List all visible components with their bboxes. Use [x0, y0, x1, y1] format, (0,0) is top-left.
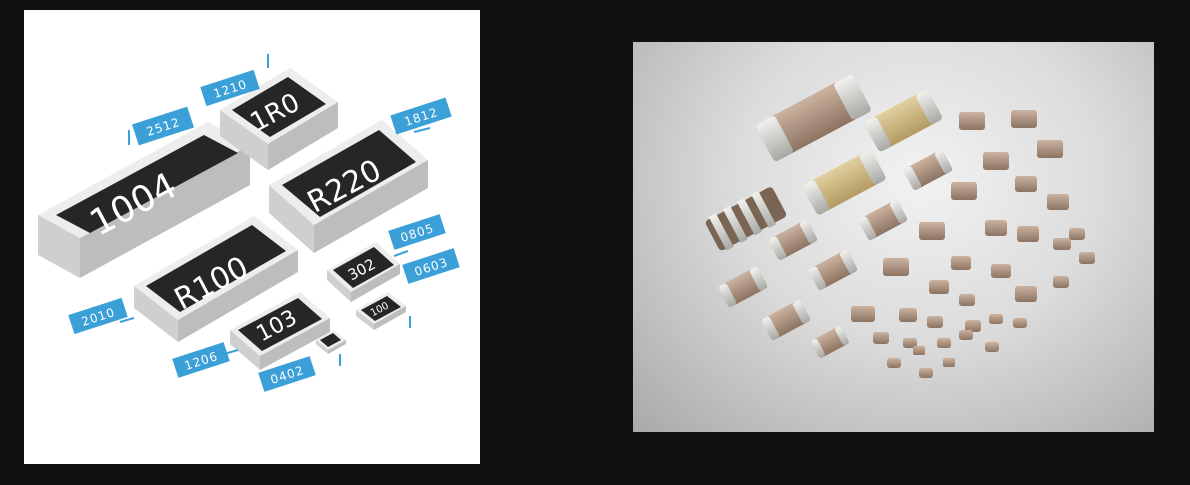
resistor-illustration: 1004 1R0 R220 R100 — [24, 10, 480, 464]
arrow-right-icon — [119, 317, 135, 323]
size-tag-0402: 0402 — [258, 354, 341, 392]
resistor-chip-2512: 1004 — [38, 122, 250, 278]
size-tag-1812: 1812 — [390, 97, 452, 135]
resistor-chip-1812: R220 — [269, 120, 428, 253]
capacitor-photo — [633, 42, 1154, 432]
size-tag-0603: 0603 — [402, 248, 460, 328]
resistor-chip-0402 — [316, 330, 346, 354]
arrow-left-icon — [393, 250, 409, 257]
resistor-illustration-svg: 1004 1R0 R220 R100 — [38, 54, 460, 392]
size-tag-1206: 1206 — [172, 342, 239, 378]
size-tag-0805: 0805 — [388, 214, 446, 257]
arrow-right-icon — [223, 349, 239, 355]
resistor-chip-1206: 103 — [230, 292, 330, 370]
size-tag-2010: 2010 — [68, 297, 135, 335]
resistor-chip-2010: R100 — [134, 216, 298, 342]
capacitor-photo-svg — [705, 74, 1095, 378]
resistor-chip-0603: 100 — [356, 292, 406, 330]
capacitor-group — [705, 74, 1095, 378]
size-tag-2512: 2512 — [128, 106, 194, 146]
size-tag-1210: 1210 — [200, 54, 269, 107]
arrow-left-icon — [413, 127, 431, 133]
resistor-chip-1210: 1R0 — [220, 68, 338, 170]
resistor-chip-0805: 302 — [327, 242, 400, 302]
